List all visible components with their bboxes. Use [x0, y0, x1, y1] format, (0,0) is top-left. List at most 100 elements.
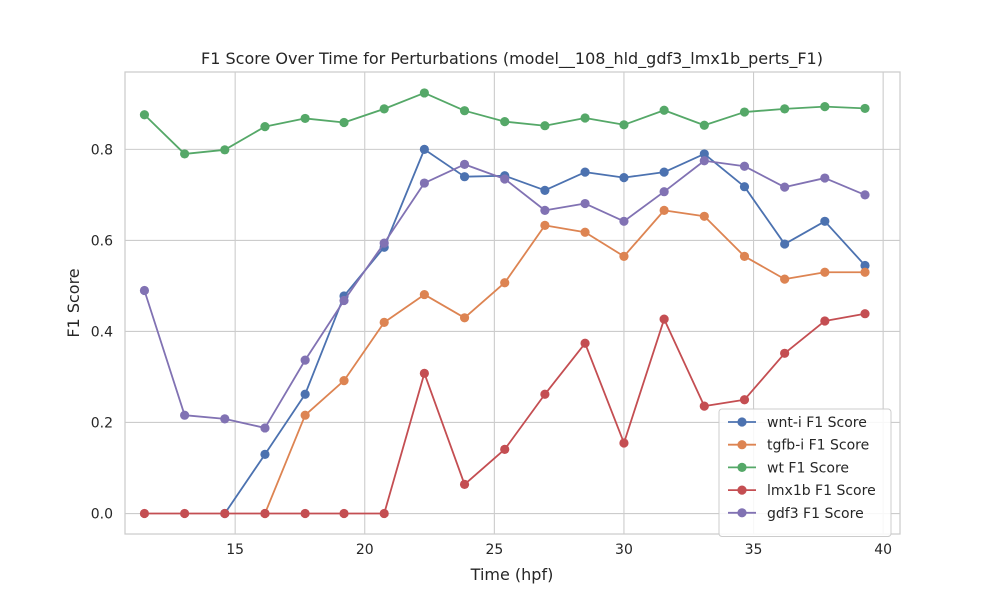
series-1	[260, 205, 870, 519]
x-tick-label: 35	[745, 542, 763, 558]
legend-item: wnt-i F1 Score	[728, 415, 867, 431]
data-point	[339, 376, 349, 386]
data-point	[820, 267, 830, 277]
legend-item: gdf3 F1 Score	[728, 506, 864, 522]
data-point	[619, 120, 629, 130]
legend-marker	[737, 417, 747, 427]
data-point	[619, 216, 629, 226]
legend-item: wt F1 Score	[728, 460, 849, 476]
x-tick-label: 15	[226, 542, 244, 558]
series-2	[139, 88, 870, 159]
chart-title: F1 Score Over Time for Perturbations (mo…	[201, 49, 823, 69]
data-point	[300, 113, 310, 124]
data-point	[339, 508, 349, 519]
data-point	[300, 508, 310, 519]
data-point	[540, 220, 550, 230]
data-point	[419, 178, 429, 188]
data-point	[580, 227, 590, 237]
data-point	[860, 190, 870, 200]
data-point	[300, 389, 310, 399]
y-tick-labels: 0.0 0.2 0.4 0.6 0.8	[91, 142, 113, 522]
data-point	[619, 173, 629, 183]
data-point	[500, 117, 510, 127]
data-point	[780, 239, 790, 249]
data-point	[659, 105, 669, 115]
data-point	[619, 438, 629, 448]
legend-label: wt F1 Score	[767, 460, 849, 476]
data-point	[820, 173, 830, 183]
data-point	[580, 338, 590, 348]
data-point	[459, 479, 470, 489]
data-point	[580, 198, 590, 209]
data-point	[379, 317, 389, 327]
data-point	[419, 289, 429, 300]
x-tick-label: 25	[485, 542, 503, 558]
x-tick-label: 20	[356, 542, 374, 558]
data-point	[220, 414, 230, 424]
data-point	[860, 267, 870, 277]
data-point	[500, 278, 510, 288]
data-point	[500, 444, 510, 454]
legend-label: gdf3 F1 Score	[767, 506, 864, 522]
data-point	[659, 167, 669, 177]
data-point	[540, 185, 550, 195]
x-tick-labels: 15 20 25 30 35 40	[226, 542, 892, 558]
data-point	[379, 238, 389, 248]
data-point	[260, 449, 270, 459]
legend: wnt-i F1 Score tgfb-i F1 Score wt F1 Score…	[718, 408, 892, 537]
data-point	[260, 122, 270, 132]
data-point	[180, 149, 190, 159]
x-axis-label: Time (hpf)	[470, 565, 554, 584]
data-point	[220, 508, 230, 519]
data-point	[540, 389, 550, 399]
data-point	[379, 508, 389, 519]
data-point	[139, 110, 150, 120]
series-layer	[139, 88, 870, 519]
data-point	[699, 401, 709, 411]
data-point	[580, 113, 590, 123]
data-point	[780, 182, 790, 192]
data-point	[860, 260, 870, 271]
data-point	[459, 172, 470, 182]
data-point	[699, 156, 709, 166]
legend-box	[718, 408, 892, 537]
data-point	[339, 295, 349, 306]
data-point	[139, 508, 150, 519]
data-point	[379, 104, 389, 114]
data-point	[699, 120, 709, 130]
data-point	[739, 251, 750, 261]
data-point	[860, 309, 870, 319]
data-point	[820, 316, 830, 326]
legend-item: tgfb-i F1 Score	[728, 438, 869, 454]
legend-label: wnt-i F1 Score	[767, 415, 867, 431]
legend-marker	[737, 440, 747, 450]
data-point	[139, 285, 150, 296]
legend-label: lmx1b F1 Score	[767, 483, 876, 499]
data-point	[699, 149, 709, 159]
series-3	[139, 309, 870, 519]
data-point	[540, 205, 550, 215]
series-line	[264, 209, 866, 514]
data-point	[419, 144, 429, 154]
data-point	[339, 117, 349, 128]
data-point	[739, 395, 750, 405]
data-point	[260, 508, 270, 519]
data-point	[459, 159, 470, 169]
data-point	[300, 355, 310, 365]
data-point	[500, 174, 510, 184]
y-tick-label: 0.6	[91, 233, 113, 249]
data-point	[739, 182, 750, 192]
data-point	[419, 368, 429, 378]
legend-marker	[737, 485, 747, 495]
data-point	[659, 314, 669, 324]
y-axis-label: F1 Score	[64, 268, 83, 337]
data-point	[459, 106, 470, 116]
data-point	[180, 508, 190, 519]
series-4	[139, 156, 870, 433]
data-point	[419, 88, 429, 98]
data-point	[780, 348, 790, 358]
legend-item: lmx1b F1 Score	[728, 483, 876, 499]
y-tick-label: 0.2	[91, 415, 113, 431]
data-point	[300, 410, 310, 420]
